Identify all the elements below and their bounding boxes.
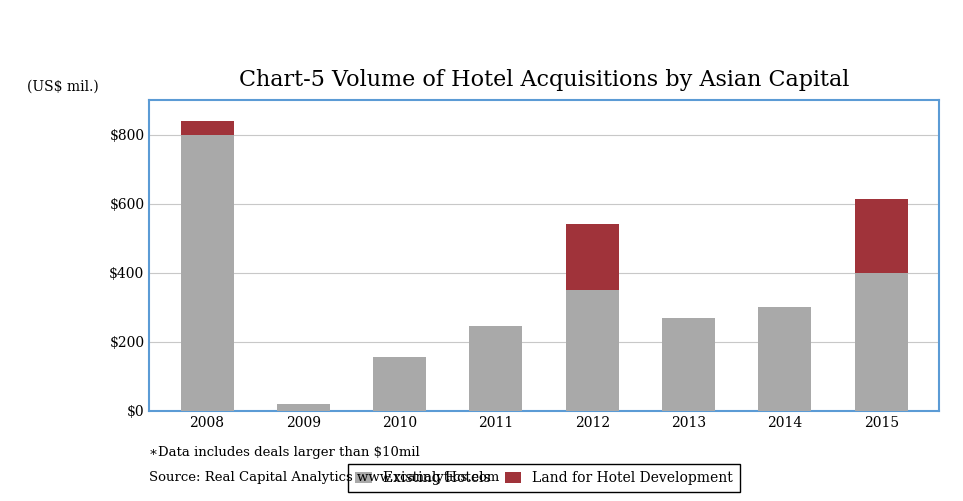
Bar: [470, 326, 523, 411]
Bar: [759, 307, 812, 411]
Bar: [566, 290, 619, 411]
Text: ∗Data includes deals larger than $10mil: ∗Data includes deals larger than $10mil: [149, 446, 420, 459]
Bar: [181, 121, 234, 135]
Bar: [663, 318, 716, 411]
Bar: [277, 404, 329, 411]
Bar: [855, 198, 908, 273]
Bar: [566, 224, 619, 290]
Text: (US$ mil.): (US$ mil.): [27, 80, 98, 94]
Legend: Existing Hotels, Land for Hotel Development: Existing Hotels, Land for Hotel Developm…: [349, 464, 740, 492]
Title: Chart-5 Volume of Hotel Acquisitions by Asian Capital: Chart-5 Volume of Hotel Acquisitions by …: [239, 69, 849, 91]
Bar: [181, 135, 234, 411]
Text: Source: Real Capital Analytics www.rcanalytics.com: Source: Real Capital Analytics www.rcana…: [149, 471, 500, 484]
Bar: [374, 357, 427, 411]
Bar: [855, 273, 908, 411]
